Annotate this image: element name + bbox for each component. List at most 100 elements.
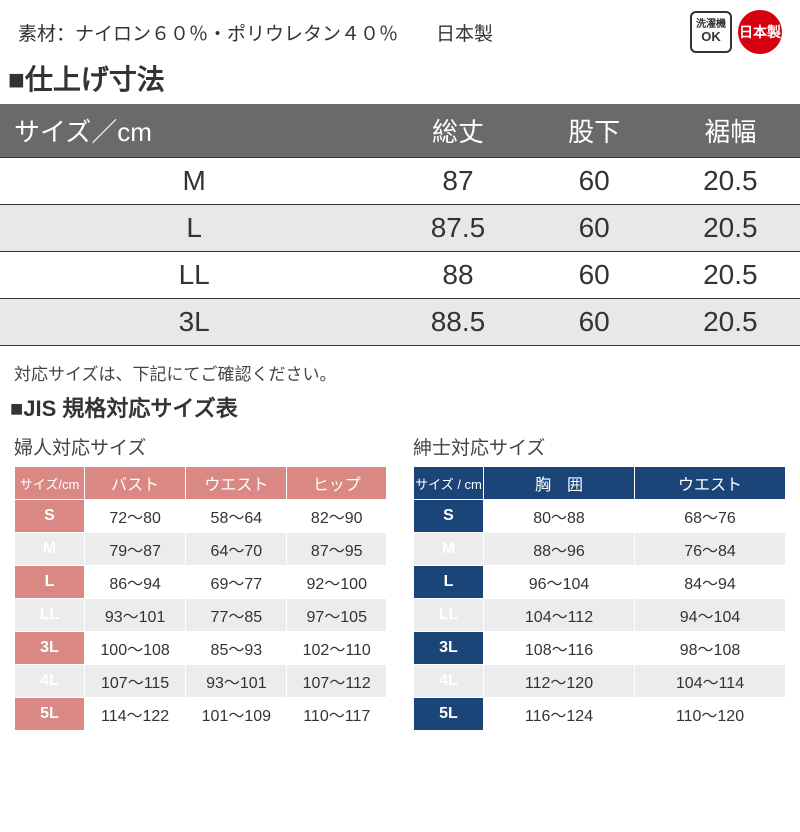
cell: 88.5 (388, 299, 527, 346)
finish-dimensions-table: サイズ／cm総丈股下裾幅 M876020.5L87.56020.5LL88602… (0, 104, 800, 346)
cell: M (414, 533, 484, 566)
table-row: LL886020.5 (0, 252, 800, 299)
cell: 112～120 (484, 665, 635, 698)
cell: 69～77 (186, 566, 287, 599)
cell: 107～112 (287, 665, 387, 698)
men-size-table: サイズ / cm胸 囲ウエスト S80～8868～76M88～9676～84L9… (413, 466, 786, 731)
cell: 101～109 (186, 698, 287, 731)
jis-tables-wrap: 婦人対応サイズ サイズ/cmバストウエストヒップ S72～8058～6482～9… (0, 433, 800, 731)
cell: 85～93 (186, 632, 287, 665)
cell: 76～84 (635, 533, 786, 566)
cell: 58～64 (186, 500, 287, 533)
cell: 77～85 (186, 599, 287, 632)
table-row: M88～9676～84 (414, 533, 786, 566)
cell: 20.5 (661, 158, 800, 205)
badges: 洗濯機 OK 日本製 (690, 10, 782, 54)
cell: 87～95 (287, 533, 387, 566)
col-header: サイズ／cm (0, 104, 388, 158)
cell: M (15, 533, 85, 566)
table-row: 3L108～11698～108 (414, 632, 786, 665)
cell: 4L (414, 665, 484, 698)
cell: 60 (528, 205, 661, 252)
table-row: 5L116～124110～120 (414, 698, 786, 731)
table-row: M876020.5 (0, 158, 800, 205)
cell: 102～110 (287, 632, 387, 665)
size-note: 対応サイズは、下記にてご確認ください。 (0, 346, 800, 391)
washer-ok-badge: 洗濯機 OK (690, 11, 732, 53)
cell: 5L (414, 698, 484, 731)
table-header-row: サイズ / cm胸 囲ウエスト (414, 467, 786, 500)
men-block: 紳士対応サイズ サイズ / cm胸 囲ウエスト S80～8868～76M88～9… (413, 433, 786, 731)
col-header: サイズ / cm (414, 467, 484, 500)
cell: 104～114 (635, 665, 786, 698)
cell: 82～90 (287, 500, 387, 533)
table-row: 3L100～10885～93102～110 (15, 632, 387, 665)
cell: 92～100 (287, 566, 387, 599)
table-row: L86～9469～7792～100 (15, 566, 387, 599)
cell: L (0, 205, 388, 252)
cell: 88 (388, 252, 527, 299)
top-row: 素材：ナイロン６０％・ポリウレタン４０％ 日本製 洗濯機 OK 日本製 (0, 0, 800, 58)
cell: 3L (15, 632, 85, 665)
table-row: LL104～11294～104 (414, 599, 786, 632)
col-header: サイズ/cm (15, 467, 85, 500)
made-in-japan-badge: 日本製 (738, 10, 782, 54)
cell: 80～88 (484, 500, 635, 533)
cell: 100～108 (85, 632, 186, 665)
cell: 94～104 (635, 599, 786, 632)
cell: 93～101 (186, 665, 287, 698)
col-header: ヒップ (287, 467, 387, 500)
women-size-table: サイズ/cmバストウエストヒップ S72～8058～6482～90M79～876… (14, 466, 387, 731)
cell: 68～76 (635, 500, 786, 533)
cell: 96～104 (484, 566, 635, 599)
men-subtitle: 紳士対応サイズ (413, 433, 786, 466)
cell: 20.5 (661, 299, 800, 346)
col-header: 股下 (528, 104, 661, 158)
cell: 97～105 (287, 599, 387, 632)
col-header: 胸 囲 (484, 467, 635, 500)
women-subtitle: 婦人対応サイズ (14, 433, 387, 466)
col-header: 総丈 (388, 104, 527, 158)
finish-dimensions-title: ■仕上げ寸法 (0, 58, 800, 104)
cell: 20.5 (661, 252, 800, 299)
cell: 20.5 (661, 205, 800, 252)
table-row: 4L107～11593～101107～112 (15, 665, 387, 698)
jis-title: ■JIS 規格対応サイズ表 (0, 391, 800, 433)
cell: M (0, 158, 388, 205)
cell: 110～117 (287, 698, 387, 731)
table-row: LL93～10177～8597～105 (15, 599, 387, 632)
cell: L (15, 566, 85, 599)
cell: S (414, 500, 484, 533)
cell: 60 (528, 158, 661, 205)
col-header: ウエスト (635, 467, 786, 500)
women-block: 婦人対応サイズ サイズ/cmバストウエストヒップ S72～8058～6482～9… (14, 433, 387, 731)
material-text: 素材：ナイロン６０％・ポリウレタン４０％ 日本製 (18, 19, 493, 46)
cell: 84～94 (635, 566, 786, 599)
table-header-row: サイズ/cmバストウエストヒップ (15, 467, 387, 500)
table-row: 5L114～122101～109110～117 (15, 698, 387, 731)
table-row: L96～10484～94 (414, 566, 786, 599)
cell: 3L (0, 299, 388, 346)
washer-line2: OK (701, 30, 721, 44)
table-row: S72～8058～6482～90 (15, 500, 387, 533)
cell: 79～87 (85, 533, 186, 566)
cell: 64～70 (186, 533, 287, 566)
cell: 87 (388, 158, 527, 205)
cell: LL (0, 252, 388, 299)
cell: S (15, 500, 85, 533)
cell: L (414, 566, 484, 599)
cell: 87.5 (388, 205, 527, 252)
cell: 107～115 (85, 665, 186, 698)
cell: 60 (528, 299, 661, 346)
cell: 116～124 (484, 698, 635, 731)
table-row: S80～8868～76 (414, 500, 786, 533)
cell: 5L (15, 698, 85, 731)
cell: 86～94 (85, 566, 186, 599)
cell: 4L (15, 665, 85, 698)
table-row: 4L112～120104～114 (414, 665, 786, 698)
cell: 114～122 (85, 698, 186, 731)
table-row: M79～8764～7087～95 (15, 533, 387, 566)
table-row: L87.56020.5 (0, 205, 800, 252)
col-header: 裾幅 (661, 104, 800, 158)
cell: 60 (528, 252, 661, 299)
